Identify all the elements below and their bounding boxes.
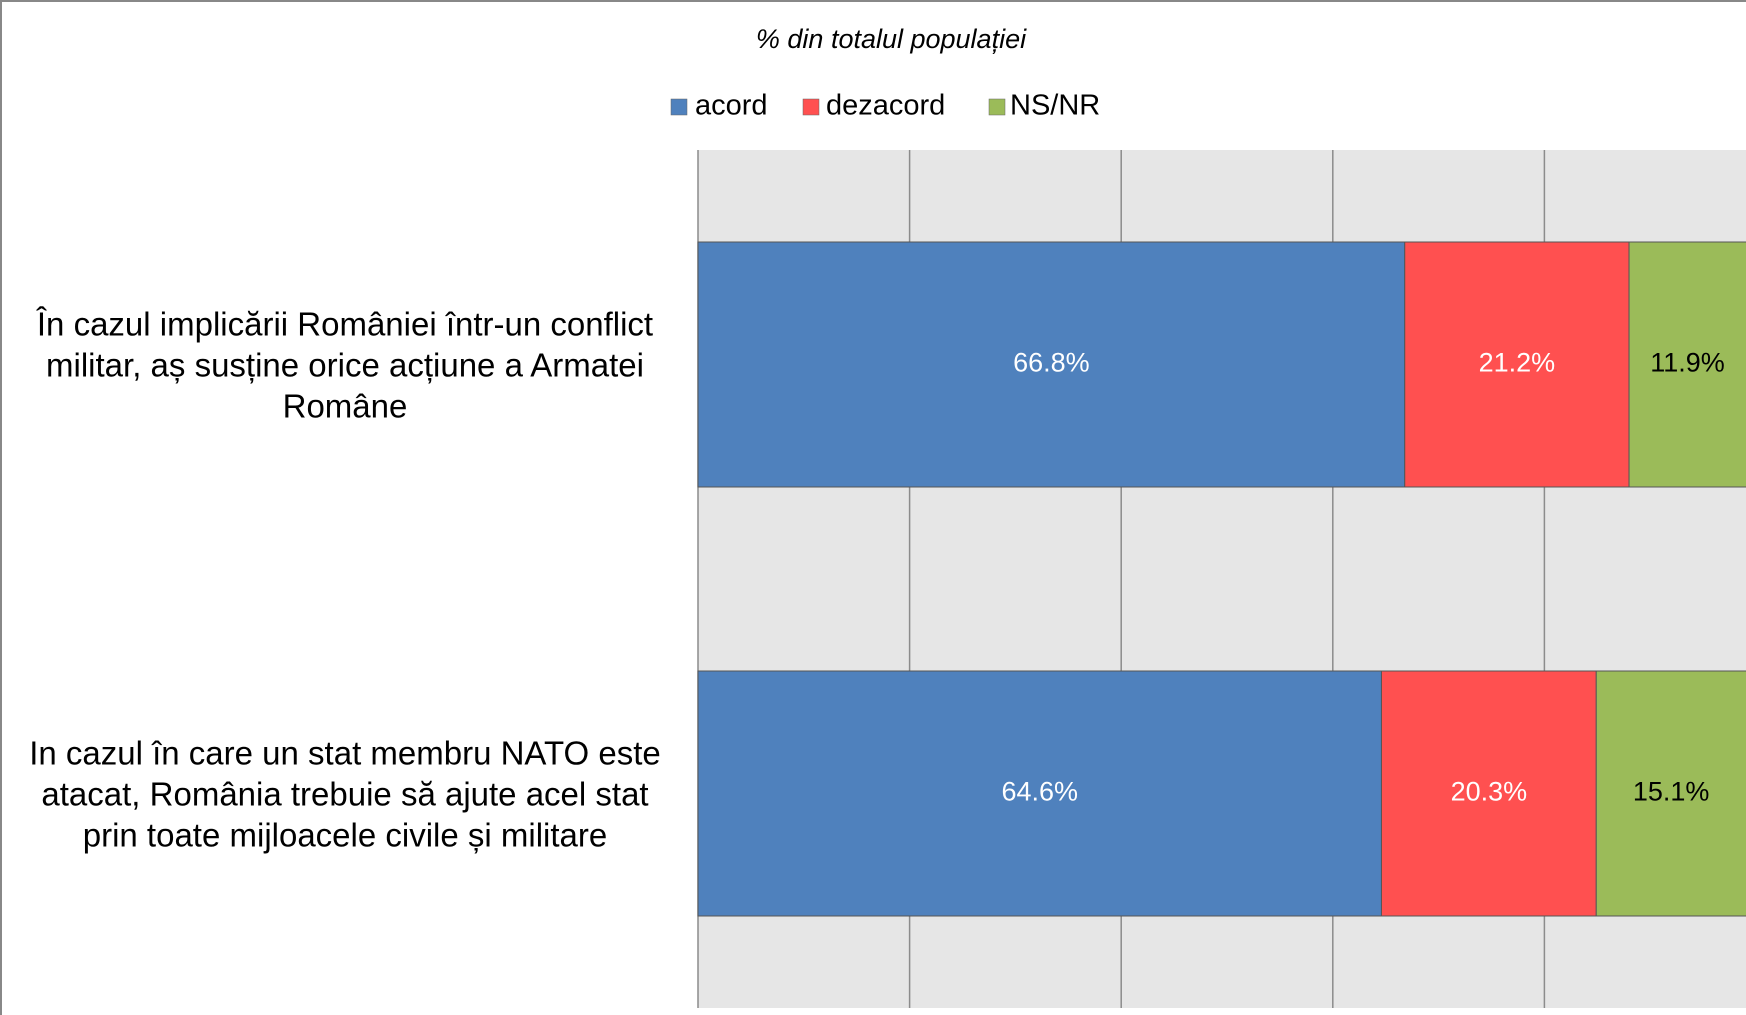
legend-label: acord <box>695 90 768 122</box>
bar-segment <box>697 670 1382 917</box>
data-label: 11.9% <box>1650 348 1725 378</box>
data-label: 64.6% <box>1001 777 1078 807</box>
category-label: In cazul în care un stat membru NATO est… <box>29 734 661 853</box>
legend-label: NS/NR <box>1010 90 1100 122</box>
data-label: 66.8% <box>1013 348 1090 378</box>
data-label: 20.3% <box>1451 777 1528 807</box>
bar-segment <box>1404 241 1630 488</box>
data-label: 15.1% <box>1633 777 1710 807</box>
chart-title: % din totalul populației <box>756 24 1027 54</box>
bar-segment <box>1380 670 1597 917</box>
bar-segment <box>1595 670 1746 917</box>
legend-label: dezacord <box>826 90 945 122</box>
legend-swatch <box>670 98 688 116</box>
legend-swatch <box>988 98 1006 116</box>
bar-segment <box>697 241 1406 488</box>
data-label: 21.2% <box>1479 348 1556 378</box>
legend-swatch <box>802 98 820 116</box>
category-label: În cazul implicării României într-un con… <box>36 305 654 424</box>
bar-segment <box>1628 241 1746 488</box>
